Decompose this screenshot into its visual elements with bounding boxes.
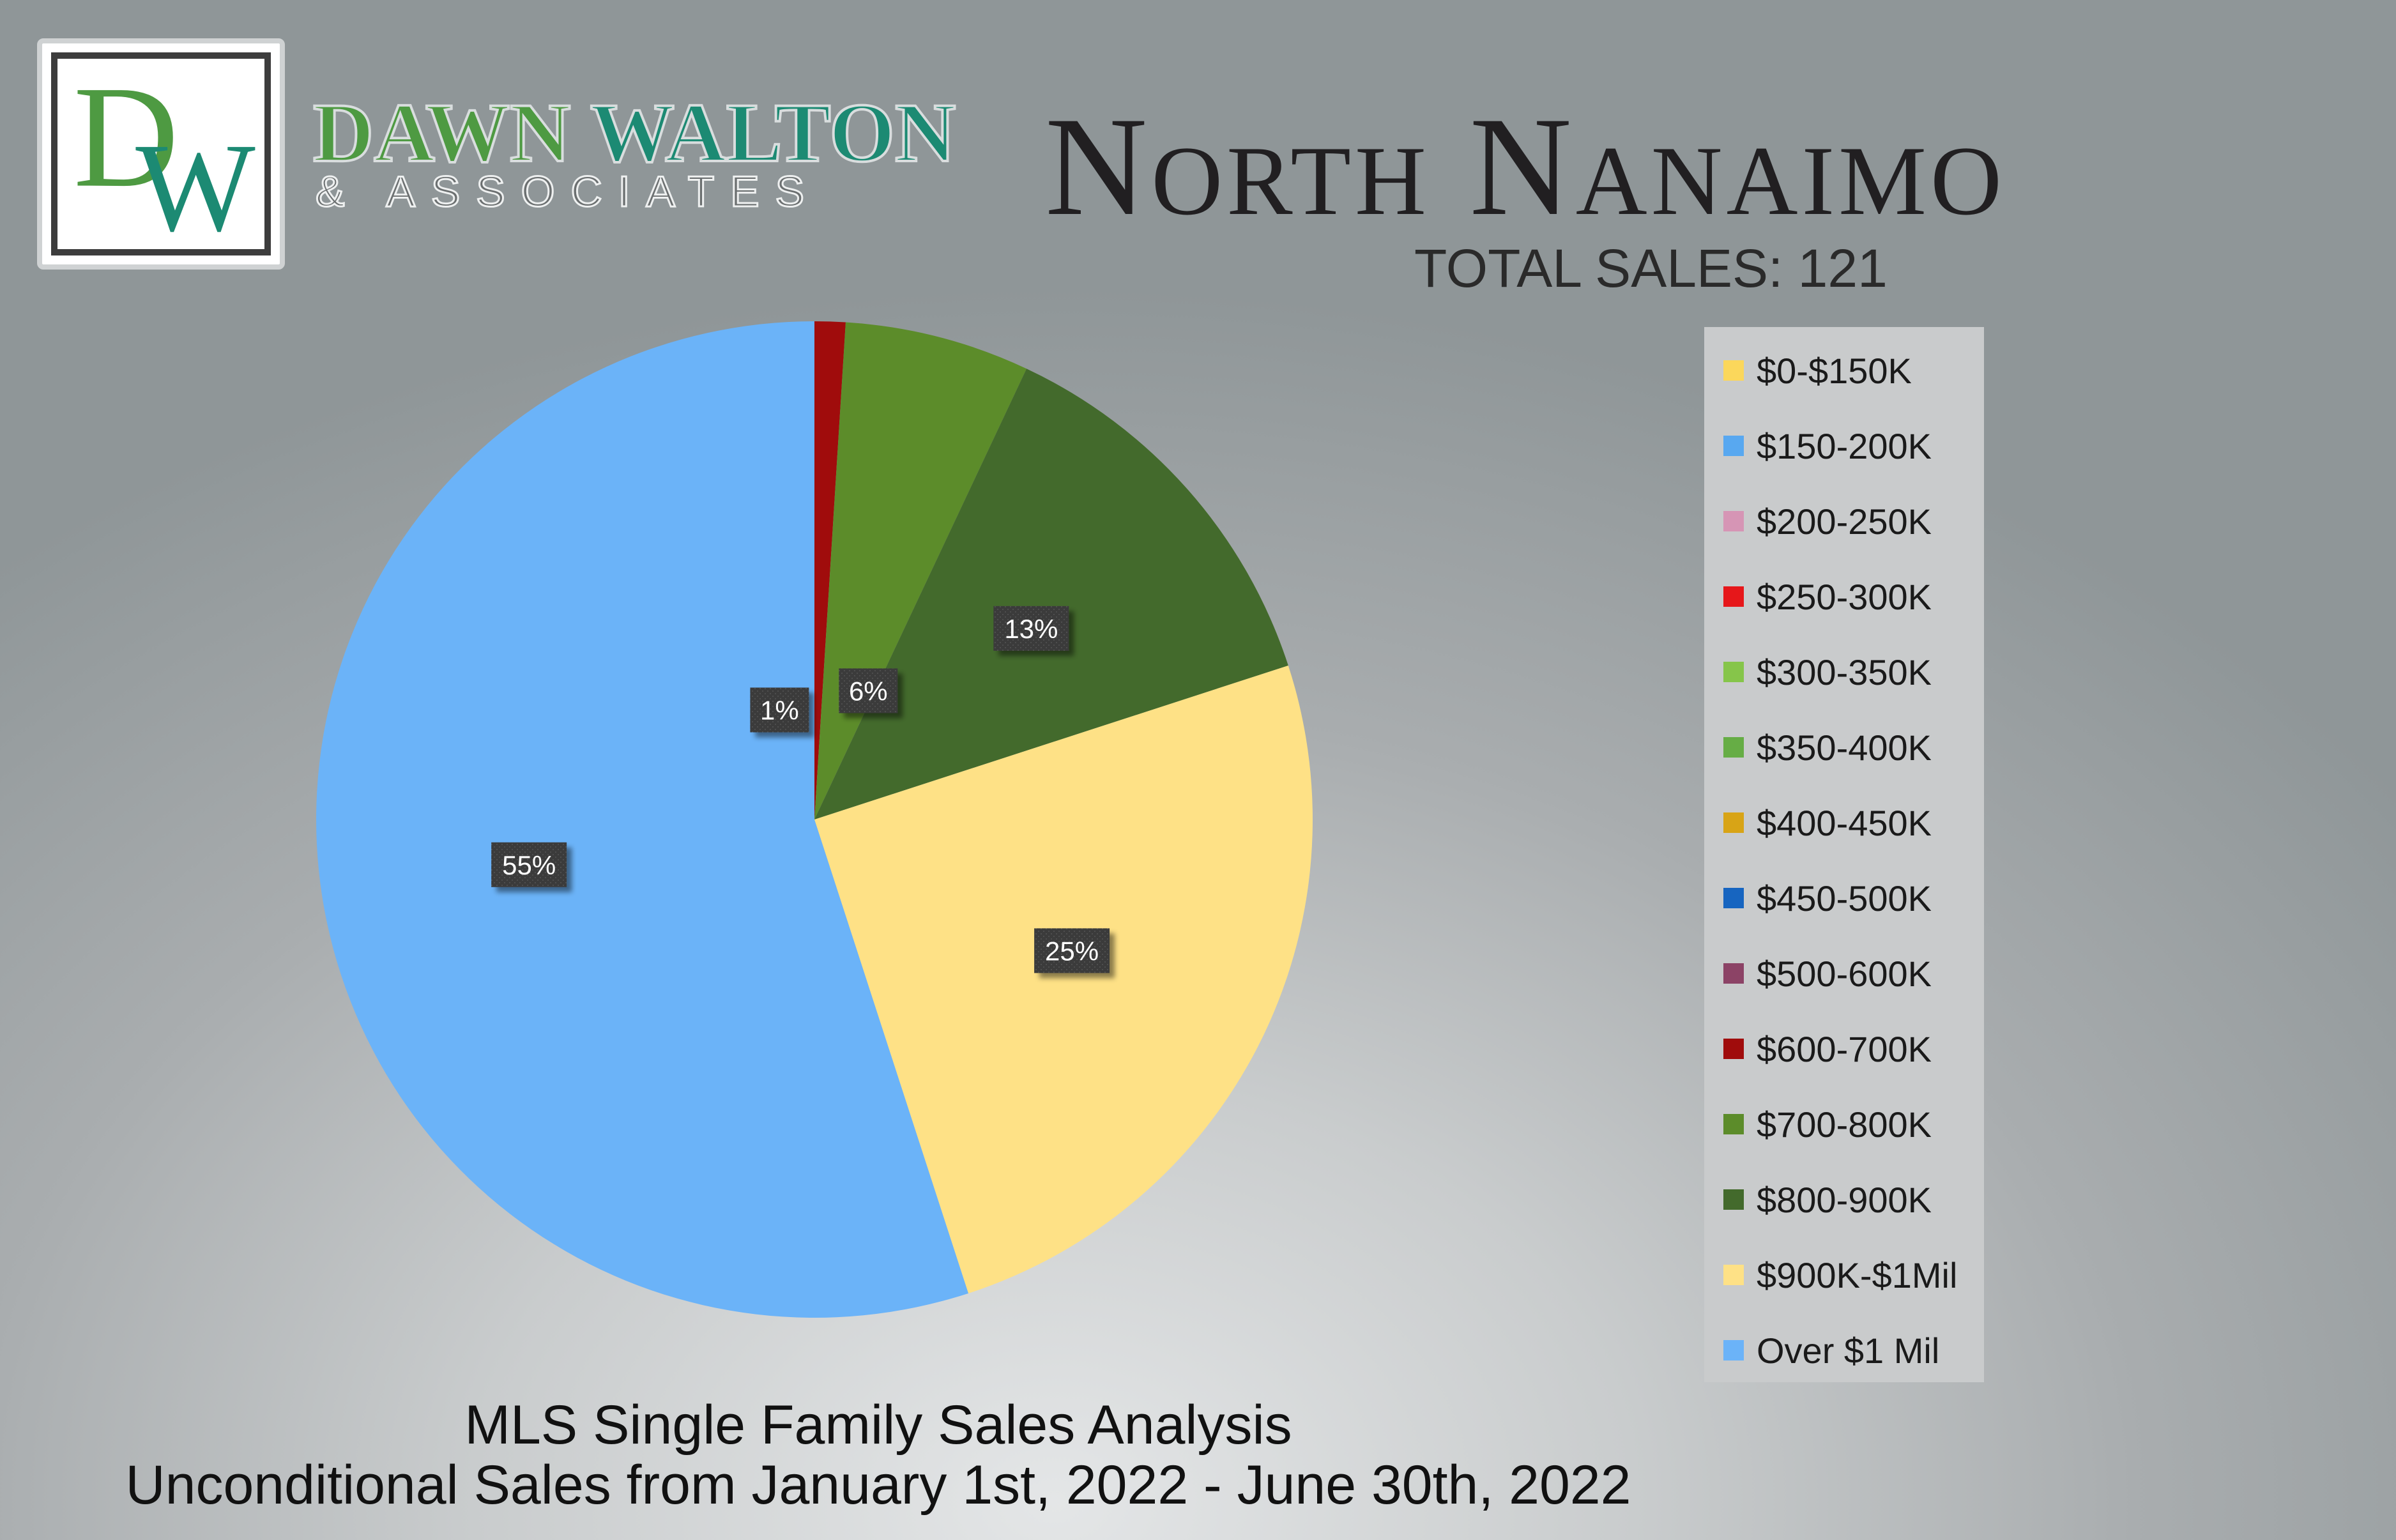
legend-swatch (1723, 360, 1744, 381)
company-logo: D W (37, 38, 285, 270)
logo-frame: D W (51, 52, 271, 255)
legend-swatch (1723, 812, 1744, 833)
legend-swatch (1723, 1265, 1744, 1285)
pie-slices (316, 321, 1313, 1318)
data-label-text: 25% (1045, 936, 1099, 966)
legend-label: $700-800K (1757, 1104, 1932, 1145)
pie-slice--900k-1mil (814, 665, 1313, 1293)
legend-swatch (1723, 586, 1744, 607)
legend-item: $300-350K (1723, 646, 1992, 698)
data-label-box (491, 842, 567, 887)
legend-item: Over $1 Mil (1723, 1325, 1992, 1376)
legend-swatch (1723, 662, 1744, 682)
pie-data-labels: 1% 6% 13% 25% 55% (491, 606, 1110, 973)
chart-subtitle: MLS Single Family Sales Analysis (464, 1394, 1292, 1456)
pie-slice--800-900k (814, 369, 1288, 820)
page-title: North Nanaimo (1045, 88, 2006, 245)
legend-item: $600-700K (1723, 1023, 1992, 1074)
legend-swatch (1723, 511, 1744, 531)
legend-label: $350-400K (1757, 727, 1932, 768)
legend-item: $900K-$1Mil (1723, 1249, 1992, 1300)
legend-label: $450-500K (1757, 878, 1932, 919)
brand-name: DAWN WALTON (312, 89, 957, 176)
legend-label: $300-350K (1757, 652, 1932, 692)
data-label-text: 55% (502, 850, 556, 880)
legend-swatch (1723, 1189, 1744, 1210)
legend-label: $200-250K (1757, 501, 1932, 542)
legend-label: $800-900K (1757, 1179, 1932, 1220)
data-label-text: 1% (760, 695, 799, 725)
pie-slice-over-1-mil (316, 321, 969, 1318)
data-label-box (839, 668, 898, 713)
brand-first-name: DAWN (312, 86, 572, 179)
pie-slice--600-700k (814, 321, 846, 820)
legend-swatch (1723, 1340, 1744, 1361)
data-label-13pct: 13% (993, 606, 1069, 651)
legend-label: $900K-$1Mil (1757, 1254, 1958, 1295)
data-label-text: 13% (1004, 614, 1058, 644)
data-label-box (993, 606, 1069, 651)
brand-subtitle: & ASSOCIATES (315, 167, 821, 216)
legend-item: $450-500K (1723, 873, 1992, 924)
legend-swatch (1723, 436, 1744, 456)
data-label-box (750, 687, 809, 733)
legend-label: $250-300K (1757, 576, 1932, 617)
legend-label: $150-200K (1757, 425, 1932, 466)
legend-item: $400-450K (1723, 797, 1992, 848)
chart-legend: $0-$150K $150-200K $200-250K $250-300K $300-… (1704, 327, 1984, 1382)
data-label-55pct: 55% (491, 842, 567, 887)
legend-label: $500-600K (1757, 953, 1932, 994)
legend-item: $0-$150K (1723, 345, 1992, 396)
data-label-25pct: 25% (1034, 928, 1110, 973)
legend-swatch (1723, 1114, 1744, 1134)
total-sales: TOTAL SALES: 121 (1414, 238, 1888, 298)
data-label-1pct: 1% (750, 687, 809, 733)
legend-swatch (1723, 737, 1744, 758)
legend-swatch (1723, 888, 1744, 908)
legend-item: $350-400K (1723, 722, 1992, 773)
legend-item: $700-800K (1723, 1099, 1992, 1150)
data-label-6pct: 6% (839, 668, 898, 713)
legend-label: $400-450K (1757, 802, 1932, 843)
legend-item: $800-900K (1723, 1174, 1992, 1225)
legend-label: $600-700K (1757, 1028, 1932, 1069)
legend-swatch (1723, 963, 1744, 984)
logo-monogram: D W (73, 59, 256, 249)
chart-date-range: Unconditional Sales from January 1st, 20… (125, 1454, 1631, 1516)
brand-last-name: WALTON (589, 86, 957, 179)
legend-item: $500-600K (1723, 948, 1992, 999)
legend-item: $150-200K (1723, 420, 1992, 471)
logo-letter-d: D (73, 59, 179, 218)
legend-label: Over $1 Mil (1757, 1330, 1940, 1371)
legend-item: $200-250K (1723, 496, 1992, 547)
logo-letter-w: W (135, 117, 256, 249)
legend-item: $250-300K (1723, 571, 1992, 622)
legend-label: $0-$150K (1757, 350, 1912, 391)
data-label-box (1034, 928, 1110, 973)
legend-swatch (1723, 1039, 1744, 1059)
data-label-text: 6% (849, 676, 888, 706)
